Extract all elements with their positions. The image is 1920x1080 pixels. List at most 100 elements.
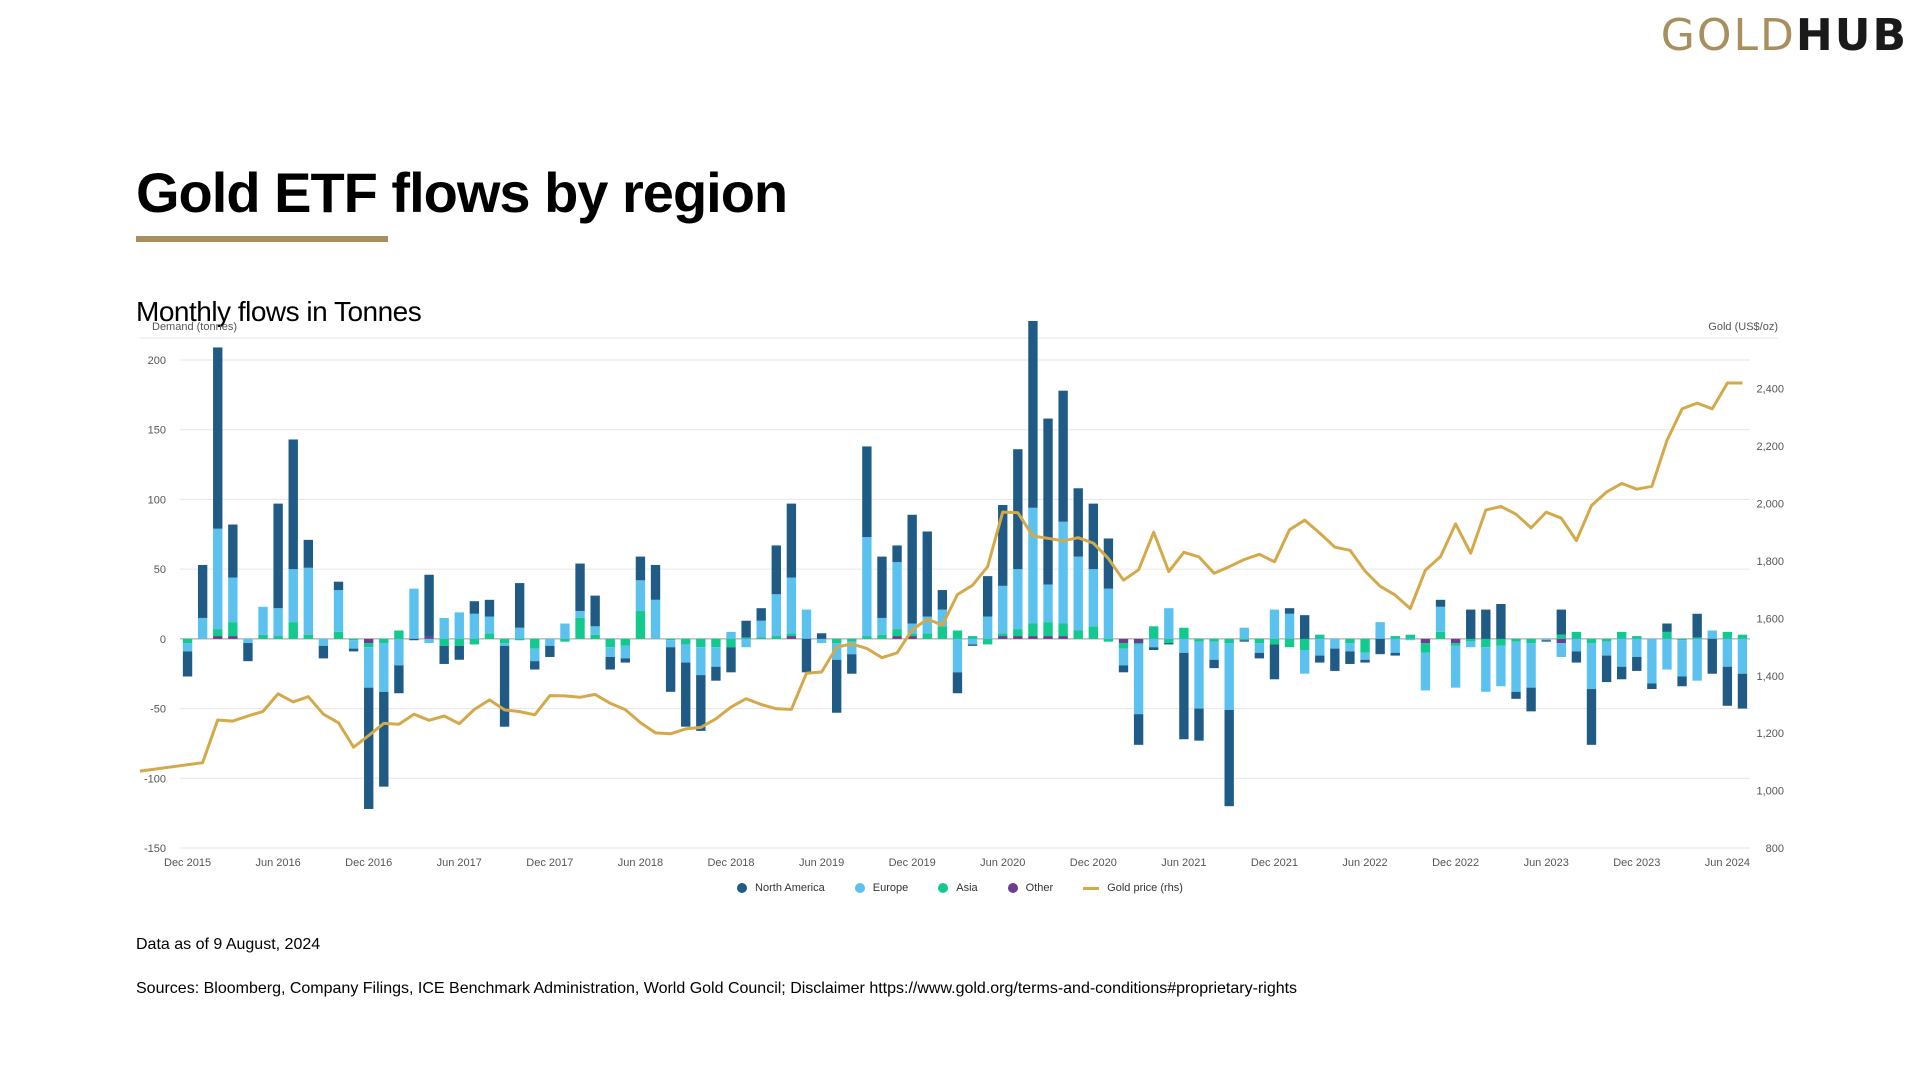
y-left-tick-label: 0 [160,634,166,646]
bar-segment-north-america [1239,640,1249,642]
bar-segment-europe [499,643,510,646]
legend-swatch-asia [938,883,949,893]
bar-segment-other [1043,636,1053,639]
bar-segment-asia [213,629,223,637]
bar-segment-asia [1617,631,1627,639]
bar-segment-north-america [1103,538,1114,589]
bar-segment-asia [484,633,495,639]
bar-segment-north-america [1360,659,1370,663]
legend-item-gold-price[interactable]: Gold price (rhs) [1083,882,1183,894]
y-right-tick-label: 1,000 [1756,786,1784,798]
bar-segment-europe [1632,638,1642,657]
bar-segment-north-america [1435,599,1446,607]
bar-segment-north-america [1028,320,1038,508]
bar-segment-north-america [394,665,404,694]
bar-segment-north-america [1315,655,1325,663]
bar-segment-asia [1103,638,1114,642]
bar-segment-north-america [665,647,676,692]
bar-segment-north-america [862,446,872,538]
bar-segment-asia [786,633,797,637]
bar-segment-europe [348,640,359,649]
bar-segment-other [1118,638,1129,644]
bar-segment-asia [967,636,978,639]
bar-segment-europe [1028,507,1038,624]
x-tick-label: Jun 2021 [1161,857,1206,869]
bar-segment-asia [575,617,585,639]
bar-segment-other [364,638,374,644]
bar-segment-europe [877,617,887,635]
bar-segment-asia [454,638,464,646]
legend-item-north-america[interactable]: North America [737,882,825,894]
bar-segment-north-america [575,563,585,611]
legend-item-europe[interactable]: Europe [854,882,908,894]
bar-segment-north-america [1601,655,1612,683]
bar-segment-europe [1405,638,1416,641]
bar-segment-north-america [499,645,510,727]
bar-segment-europe [1149,638,1159,648]
bar-segment-north-america [348,648,359,652]
x-tick-label: Dec 2021 [1251,857,1298,869]
x-tick-label: Dec 2017 [526,857,573,869]
bar-segment-europe [530,648,540,662]
bar-segment-europe [1164,608,1174,639]
bar-segment-north-america [590,595,600,627]
bar-segment-other [892,636,902,639]
bar-segment-asia [182,638,193,644]
bar-segment-europe [650,599,661,639]
bar-segment-north-america [364,687,374,809]
bar-segment-asia [756,637,766,639]
bar-segment-asia [303,634,313,639]
bar-segment-europe [1194,641,1204,709]
x-tick-label: Dec 2016 [345,857,392,869]
left-axis-title: Demand (tonnes) [152,321,237,333]
bar-segment-europe [514,627,525,639]
legend-label-north-america: North America [755,882,825,894]
bar-segment-europe [364,647,374,688]
bar-segment-north-america [1149,647,1159,651]
bar-segment-europe [333,590,344,632]
bar-segment-north-america [756,608,766,621]
bar-segment-north-america [303,539,313,568]
bar-segment-europe [1390,638,1400,653]
bar-segment-asia [771,636,781,639]
bar-segment-north-america [1224,709,1234,807]
data-as-of-note: Data as of 9 August, 2024 [136,936,321,953]
bar-segment-asia [1737,634,1748,639]
bar-segment-asia [1677,638,1687,641]
bar-segment-north-america [439,645,449,664]
bar-segment-asia [1013,629,1023,637]
goldhub-logo[interactable]: GOLDHUB [1661,14,1908,58]
bar-segment-asia [1556,634,1566,639]
legend-item-other[interactable]: Other [1007,882,1053,894]
bar-segment-asia [1254,638,1265,644]
bar-segment-north-america [1209,659,1219,669]
bar-segment-asia [892,629,902,637]
bar-segment-asia [364,643,374,648]
bar-segment-asia [726,638,736,648]
bar-segment-europe [726,631,736,639]
bar-segment-north-america [771,545,781,595]
bar-segment-europe [1345,643,1355,652]
bar-segment-europe [756,620,766,638]
y-left-tick-label: 150 [148,425,166,437]
x-tick-label: Dec 2023 [1613,857,1660,869]
bar-segment-europe [379,643,389,692]
bar-segment-asia [1601,638,1612,642]
bar-segment-asia [1179,627,1189,639]
bar-segment-asia [1345,638,1355,644]
legend-item-asia[interactable]: Asia [938,882,978,894]
bar-segment-europe [620,645,631,659]
bar-segment-europe [1526,643,1536,688]
bar-segment-asia [348,638,359,641]
legend-swatch-europe [854,883,865,893]
bar-segment-europe [469,613,480,639]
bar-segment-north-america [273,503,283,609]
bar-segment-europe [1209,641,1219,660]
bar-segment-europe [635,580,646,611]
bar-segment-asia [937,626,948,639]
bar-segment-europe [1299,650,1310,674]
bar-segment-north-america [333,581,344,591]
bar-segment-north-america [1375,638,1385,655]
x-tick-label: Dec 2019 [889,857,936,869]
bar-segment-north-america [1390,652,1400,656]
